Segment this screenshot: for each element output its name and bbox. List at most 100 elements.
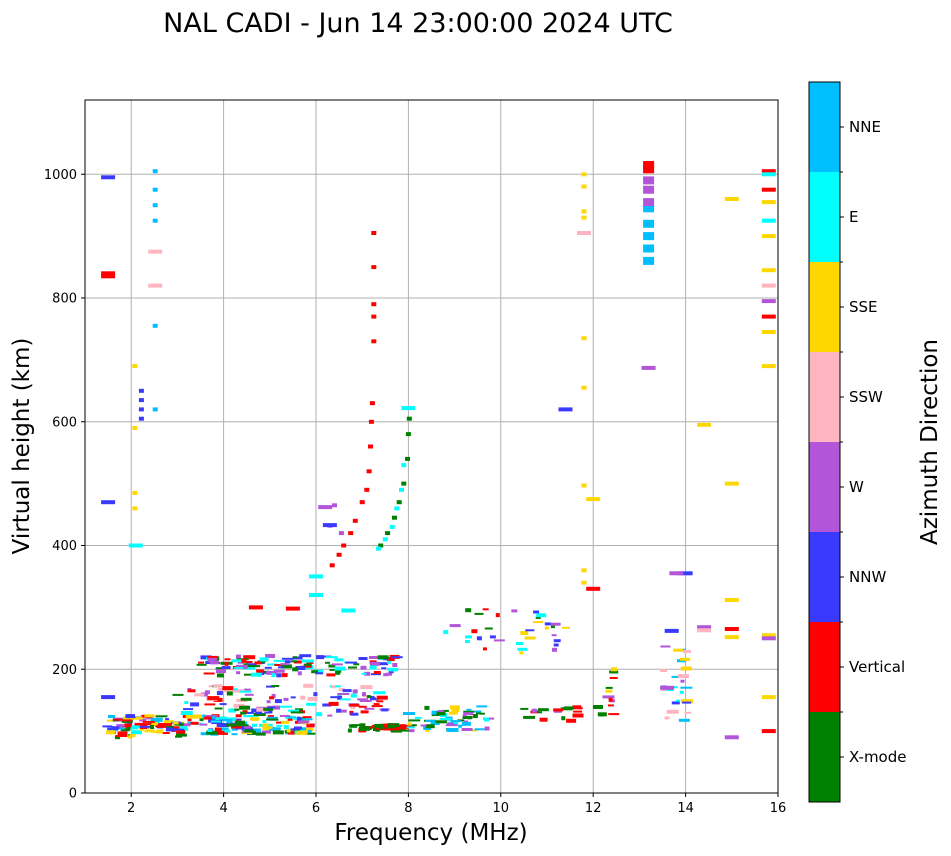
echo-mark xyxy=(376,726,380,730)
echo-mark xyxy=(385,531,391,536)
echo-mark xyxy=(221,666,231,670)
echo-mark xyxy=(581,184,587,189)
echo-mark xyxy=(322,523,337,528)
echo-mark xyxy=(450,720,461,723)
echo-mark xyxy=(175,735,182,738)
echo-mark xyxy=(325,661,330,664)
echo-mark xyxy=(243,721,248,725)
x-tick-label: 2 xyxy=(127,801,135,816)
echo-mark xyxy=(273,669,285,673)
echo-mark xyxy=(281,673,288,678)
echo-mark xyxy=(406,726,415,729)
echo-mark xyxy=(448,711,458,715)
echo-mark xyxy=(605,686,613,689)
echo-mark xyxy=(338,531,344,536)
echo-mark xyxy=(234,708,240,711)
echo-mark xyxy=(267,723,273,728)
echo-mark xyxy=(267,706,276,709)
echo-mark xyxy=(288,716,293,719)
echo-mark xyxy=(671,675,681,678)
echo-mark xyxy=(142,720,155,723)
echo-mark xyxy=(680,686,693,689)
echo-mark xyxy=(301,718,313,721)
echo-mark xyxy=(228,689,241,693)
echo-mark xyxy=(209,660,219,665)
echo-mark xyxy=(382,537,388,542)
echo-mark xyxy=(208,685,213,688)
echo-mark xyxy=(293,717,301,720)
echo-mark xyxy=(102,725,113,728)
echo-mark xyxy=(345,661,358,664)
x-tick-label: 14 xyxy=(677,801,694,816)
echo-mark xyxy=(306,723,315,728)
colorbar-swatch xyxy=(809,172,840,262)
echo-mark xyxy=(684,711,692,714)
echo-mark xyxy=(296,730,308,735)
echo-mark xyxy=(425,724,435,729)
echo-mark xyxy=(141,723,152,726)
echo-mark xyxy=(341,608,356,613)
echo-mark xyxy=(115,735,120,740)
echo-mark xyxy=(378,543,384,548)
echo-mark xyxy=(288,730,300,735)
echo-mark xyxy=(364,707,375,710)
echo-mark xyxy=(192,714,202,719)
echo-mark xyxy=(643,176,655,185)
echo-mark xyxy=(180,711,193,715)
echo-mark xyxy=(581,172,587,177)
echo-mark xyxy=(376,695,388,700)
echo-mark xyxy=(724,197,739,201)
colorbar-label: W xyxy=(849,478,864,496)
echo-mark xyxy=(405,456,410,461)
echo-mark xyxy=(120,728,130,732)
echo-mark xyxy=(259,657,269,662)
colorbar-label: X-mode xyxy=(849,748,906,766)
echo-mark xyxy=(353,663,360,666)
echo-mark xyxy=(244,693,254,696)
echo-mark xyxy=(233,666,243,669)
echo-mark xyxy=(132,364,138,369)
echo-mark xyxy=(114,718,122,721)
echo-mark xyxy=(331,685,336,689)
echo-mark xyxy=(761,636,776,641)
echo-mark xyxy=(724,627,739,631)
echo-mark xyxy=(219,703,227,706)
echo-mark xyxy=(381,708,389,712)
echo-mark xyxy=(420,724,427,727)
echo-mark xyxy=(761,200,776,205)
echo-mark xyxy=(724,735,739,740)
x-axis-label: Frequency (MHz) xyxy=(334,820,527,846)
echo-mark xyxy=(484,627,493,630)
echo-mark xyxy=(436,711,446,716)
echo-mark xyxy=(162,732,170,734)
echo-mark xyxy=(101,271,116,276)
echo-mark xyxy=(114,727,125,730)
echo-mark xyxy=(290,660,297,663)
echo-mark xyxy=(461,721,471,726)
echo-mark xyxy=(517,647,528,651)
echo-mark xyxy=(643,198,655,207)
echo-mark xyxy=(233,688,238,691)
echo-mark xyxy=(336,708,342,713)
echo-mark xyxy=(262,720,267,723)
data-marks xyxy=(101,161,776,740)
echo-mark xyxy=(139,725,151,728)
echo-mark xyxy=(174,722,184,726)
echo-mark xyxy=(364,487,370,492)
echo-mark xyxy=(761,283,776,288)
echo-mark xyxy=(207,658,215,662)
echo-mark xyxy=(552,647,557,652)
echo-mark xyxy=(235,664,248,669)
echo-mark xyxy=(381,667,387,670)
echo-mark xyxy=(358,726,370,731)
echo-mark xyxy=(371,339,377,344)
echo-mark xyxy=(761,299,776,304)
echo-mark xyxy=(409,729,415,733)
echo-mark xyxy=(152,722,158,726)
echo-mark xyxy=(228,708,237,713)
echo-mark xyxy=(187,721,192,725)
echo-mark xyxy=(152,218,158,223)
echo-mark xyxy=(399,724,407,729)
echo-mark xyxy=(533,621,543,624)
x-tick-label: 10 xyxy=(493,801,510,816)
